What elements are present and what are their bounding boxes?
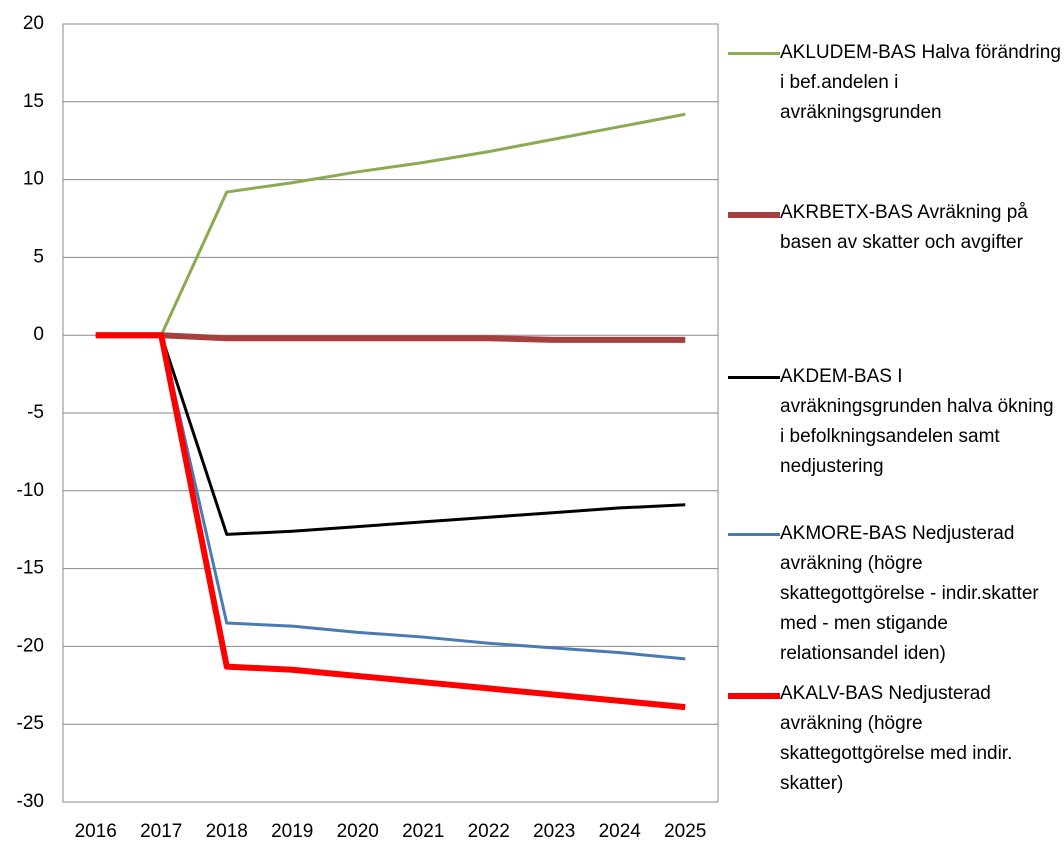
x-tick-label: 2021 — [402, 821, 444, 842]
legend-swatch — [728, 376, 780, 379]
legend-label: AKDEM-BAS I avräkningsgrunden halva ökni… — [780, 366, 1054, 477]
x-tick-label: 2020 — [337, 821, 379, 842]
x-tick-label: 2025 — [664, 821, 706, 842]
legend-label: AKMORE-BAS Nedjusterad avräkning (högre … — [780, 523, 1039, 664]
y-tick-label: -30 — [17, 791, 44, 812]
series-line — [95, 332, 686, 711]
y-tick-label: -25 — [17, 713, 44, 734]
legend-entry: AKRBETX-BAS Avräkning på basen av skatte… — [728, 198, 1064, 258]
y-tick-label: 20 — [23, 13, 44, 34]
y-tick-label: -10 — [17, 480, 44, 501]
y-tick-label: 15 — [23, 91, 44, 112]
x-tick-label: 2019 — [271, 821, 313, 842]
x-tick-label: 2017 — [140, 821, 182, 842]
y-tick-label: 10 — [23, 169, 44, 190]
x-tick-label: 2018 — [206, 821, 248, 842]
x-tick-label: 2023 — [533, 821, 575, 842]
series-line — [95, 332, 686, 343]
legend-entry: AKMORE-BAS Nedjusterad avräkning (högre … — [728, 519, 1064, 669]
legend-label: AKLUDEM-BAS Halva förändring i bef.andel… — [780, 42, 1061, 123]
y-tick-label: -15 — [17, 558, 44, 579]
legend-entry: AKDEM-BAS I avräkningsgrunden halva ökni… — [728, 362, 1064, 482]
y-tick-label: 0 — [33, 324, 44, 345]
series-line — [95, 333, 686, 536]
x-tick-label: 2016 — [75, 821, 117, 842]
x-tick-label: 2024 — [599, 821, 642, 842]
legend-label: AKALV-BAS Nedjusterad avräkning (högre s… — [780, 683, 1013, 794]
series-line — [95, 333, 686, 661]
legend-entry: AKLUDEM-BAS Halva förändring i bef.andel… — [728, 38, 1064, 128]
legend-swatch — [728, 52, 780, 55]
y-tick-label: -20 — [17, 635, 44, 656]
legend-swatch — [728, 693, 780, 699]
legend-swatch — [728, 212, 780, 218]
x-tick-label: 2022 — [468, 821, 510, 842]
series-line — [95, 112, 686, 337]
legend-swatch — [728, 533, 780, 536]
y-tick-label: 5 — [33, 246, 44, 267]
legend-entry: AKALV-BAS Nedjusterad avräkning (högre s… — [728, 679, 1064, 799]
legend-label: AKRBETX-BAS Avräkning på basen av skatte… — [780, 202, 1028, 253]
y-tick-label: -5 — [27, 402, 44, 423]
